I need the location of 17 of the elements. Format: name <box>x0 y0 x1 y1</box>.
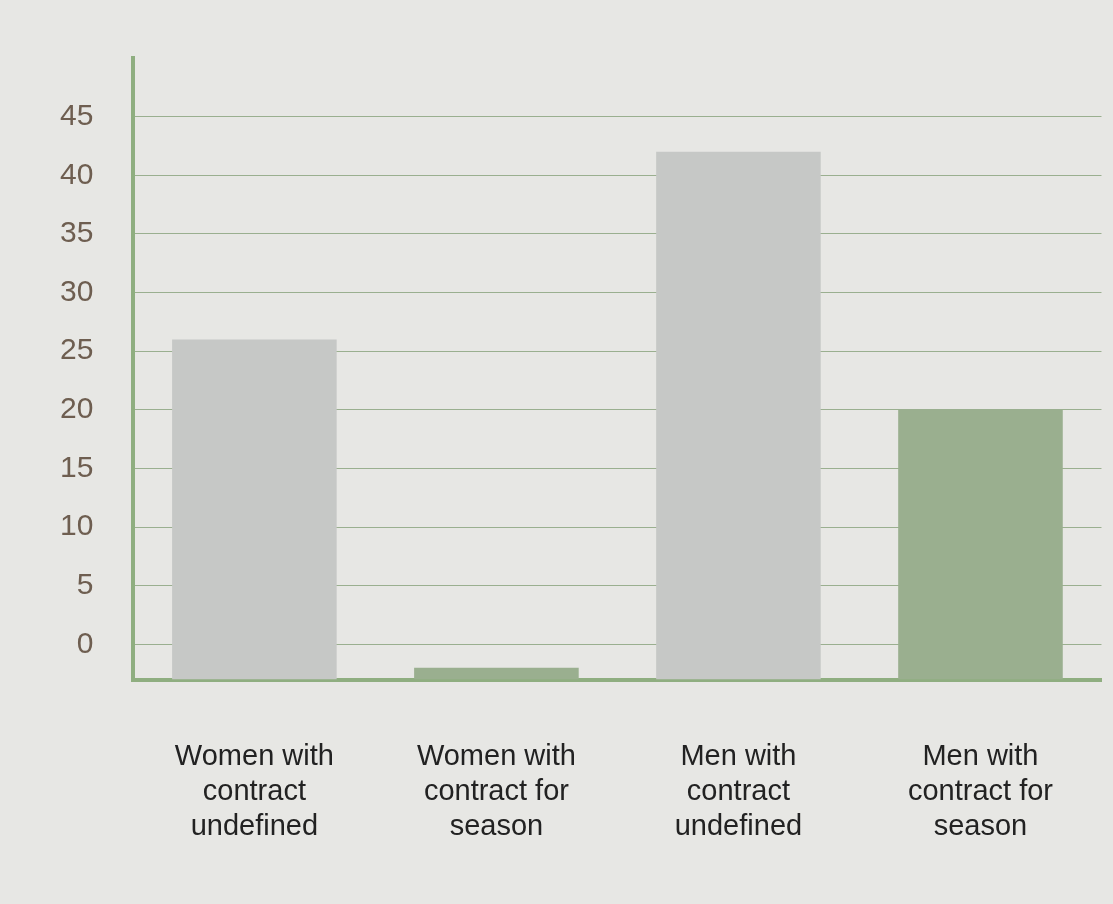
y-tick-label: 45 <box>59 97 94 131</box>
bar <box>656 151 821 680</box>
x-tick-label: Men with contract undefined <box>674 739 803 841</box>
x-tick-label: Women with contract undefined <box>174 739 334 841</box>
y-tick-label: 25 <box>59 332 94 366</box>
y-tick-label: 20 <box>59 391 94 425</box>
bar <box>172 339 337 680</box>
y-tick-label: 0 <box>76 625 94 659</box>
y-tick-label: 5 <box>76 567 94 601</box>
x-tick-label: Men with contract for season <box>907 739 1054 841</box>
bar <box>414 667 579 680</box>
x-tick-label: Women with contract for season <box>416 739 576 841</box>
y-tick-label: 35 <box>59 215 94 249</box>
y-tick-label: 40 <box>59 156 94 190</box>
y-tick-label: 15 <box>59 449 94 483</box>
y-tick-label: 30 <box>59 273 94 307</box>
y-tick-label: 10 <box>59 508 94 542</box>
